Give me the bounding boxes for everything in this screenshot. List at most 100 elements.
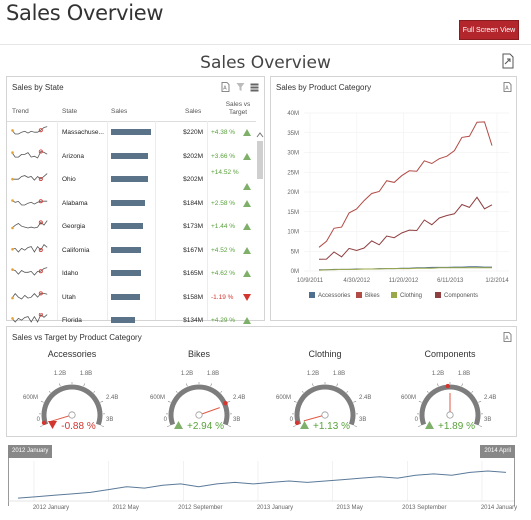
gauge-clothing[interactable]: Clothing 0 600M 1.2B 1.8B 2.4B 3B +1.13 % (265, 349, 385, 439)
legend-label[interactable]: Accessories (318, 293, 350, 299)
trend-sparkline (11, 267, 48, 276)
gauge-arc (168, 384, 230, 426)
gauge-bikes[interactable]: Bikes 0 600M 1.2B 1.8B 2.4B 3B +2.94 % (139, 349, 259, 439)
gauge-scale-label: 0 (37, 417, 41, 423)
table-row[interactable]: Utah $158M -1.19 % (7, 288, 257, 312)
trend-sparkline (11, 198, 48, 205)
legend-label[interactable]: Components (444, 293, 478, 299)
gauge-tick (101, 425, 105, 427)
col-header-sales[interactable]: Sales (185, 108, 202, 115)
col-header-trend[interactable]: Trend (12, 108, 29, 115)
gauge-tick (479, 425, 483, 427)
scrollbar[interactable] (256, 131, 264, 320)
gauge-tick (417, 425, 421, 427)
gauge-dial: 0 600M 1.2B 1.8B 2.4B 3B (150, 371, 245, 427)
sales-value: $134M (183, 317, 203, 324)
svg-text:A: A (505, 86, 509, 92)
filter-icon[interactable] (236, 82, 245, 92)
gauge-tick (210, 383, 213, 387)
arrow-up-icon (243, 223, 251, 230)
sales-bar (111, 246, 142, 253)
col-divider (207, 121, 208, 320)
gauge-tick (478, 400, 482, 403)
gauge-delta-value: +1.13 % (313, 421, 350, 432)
full-screen-button[interactable]: Full Screen View (459, 20, 519, 40)
x-tick-label: 4/30/2012 (343, 278, 370, 284)
col-header-sales-vs-target[interactable]: Sales vs Target (225, 101, 251, 116)
state-name: Alabama (62, 199, 88, 207)
y-tick-label: 0M (291, 269, 299, 275)
scrollbar-thumb[interactable] (257, 141, 263, 179)
gauge-tick (354, 425, 358, 427)
x-tick-label: 2013 January (257, 505, 293, 511)
sales-by-category-panel: Sales by Product Category A 0M 5M 10M 15M 20… (270, 76, 517, 321)
gauge-tick (436, 383, 439, 387)
table-row[interactable]: Idaho $165M +4.62 % (7, 264, 257, 288)
page-title: Sales Overview (6, 1, 164, 25)
range-end-label[interactable]: 2014 April (480, 445, 515, 458)
gauge-scale-label: 3B (484, 417, 491, 423)
gauge-delta-value: -0.88 % (61, 421, 96, 432)
gauge-tick (228, 425, 232, 427)
gauge-tick (48, 391, 51, 393)
range-series-line (17, 470, 507, 499)
gauge-arc (41, 384, 103, 426)
gauge-scale-label: 1.2B (181, 371, 193, 377)
gauge-scale-label: 1.8B (458, 371, 470, 377)
state-name: Georgia (62, 223, 86, 230)
arrow-down-icon (48, 421, 58, 429)
col-header-state[interactable]: State (62, 108, 78, 115)
gauge-tick (166, 425, 170, 427)
table-row[interactable]: Arizona $202M +3.66 % (7, 147, 257, 171)
state-name: Idaho (62, 270, 79, 277)
gauge-components[interactable]: Components 0 600M 1.2B 1.8B 2.4B 3B +1.89 % (390, 349, 510, 439)
gauge-scale-label: 600M (150, 395, 165, 401)
export-icon[interactable]: A (503, 332, 512, 342)
gauge-accessories[interactable]: Accessories 0 600M 1.2B 1.8B 2.4B 3B -0.88 % (12, 349, 132, 439)
y-tick-label: 25M (287, 170, 299, 176)
range-start-label[interactable]: 2012 January (8, 445, 53, 458)
legend-label[interactable]: Bikes (365, 293, 380, 299)
gauge-hub (68, 411, 76, 419)
table-row[interactable]: Ohio $202M +14.52 % (7, 169, 257, 194)
sales-value: $220M (183, 129, 203, 136)
gauge-title: Clothing (308, 349, 342, 359)
y-tick-label: 5M (291, 249, 299, 255)
dashboard-title: Sales Overview (200, 53, 331, 73)
arrow-up-icon (243, 246, 251, 254)
gauge-tick (185, 383, 188, 387)
y-tick-label: 20M (287, 190, 299, 196)
table-row[interactable]: Alabama $184M +2.58 % (7, 194, 257, 218)
range-end-handle[interactable] (514, 458, 515, 506)
sales-by-state-panel: Sales by State A Trend State Sales Sales… (6, 76, 265, 324)
gauge-scale-label: 1.8B (80, 371, 92, 377)
scroll-up-icon[interactable] (256, 131, 264, 139)
y-tick-label: 35M (287, 131, 299, 137)
col-header-sales-bar[interactable]: Sales (111, 108, 128, 115)
y-tick-label: 15M (287, 210, 299, 216)
trend-sparkline (11, 313, 48, 323)
export-icon[interactable] (501, 53, 515, 69)
gauge-scale-label: 2.4B (484, 395, 496, 401)
gauge-tick (93, 391, 96, 393)
range-selector[interactable]: 2012 January 2014 April 2012 January 2012… (6, 443, 517, 515)
export-icon[interactable]: A (503, 82, 512, 92)
legend-label[interactable]: Clothing (400, 293, 422, 299)
range-start-handle[interactable] (8, 458, 9, 506)
panel-title: Sales by State (12, 83, 64, 92)
gauge-hub (195, 411, 203, 419)
arrow-up-icon (243, 199, 251, 207)
table-row[interactable]: California $167M +4.52 % (7, 241, 257, 265)
table-row[interactable]: Florida $134M +4.29 % (7, 311, 257, 335)
gauge-scale-label: 3B (106, 417, 113, 423)
export-icon[interactable]: A (221, 82, 230, 92)
sales-vs-target-value: -1.19 % (211, 293, 234, 301)
multiselect-icon[interactable] (250, 82, 259, 92)
state-name: Ohio (62, 176, 76, 183)
gauge-delta-value: +2.94 % (187, 421, 224, 432)
table-row[interactable]: Massachuse... $220M +4.38 % (7, 123, 257, 147)
sales-bar (111, 129, 151, 135)
table-row[interactable]: Georgia $173M +1.44 % (7, 217, 257, 241)
sales-vs-target-value: +4.38 % (211, 129, 236, 136)
legend-swatch (391, 292, 397, 298)
